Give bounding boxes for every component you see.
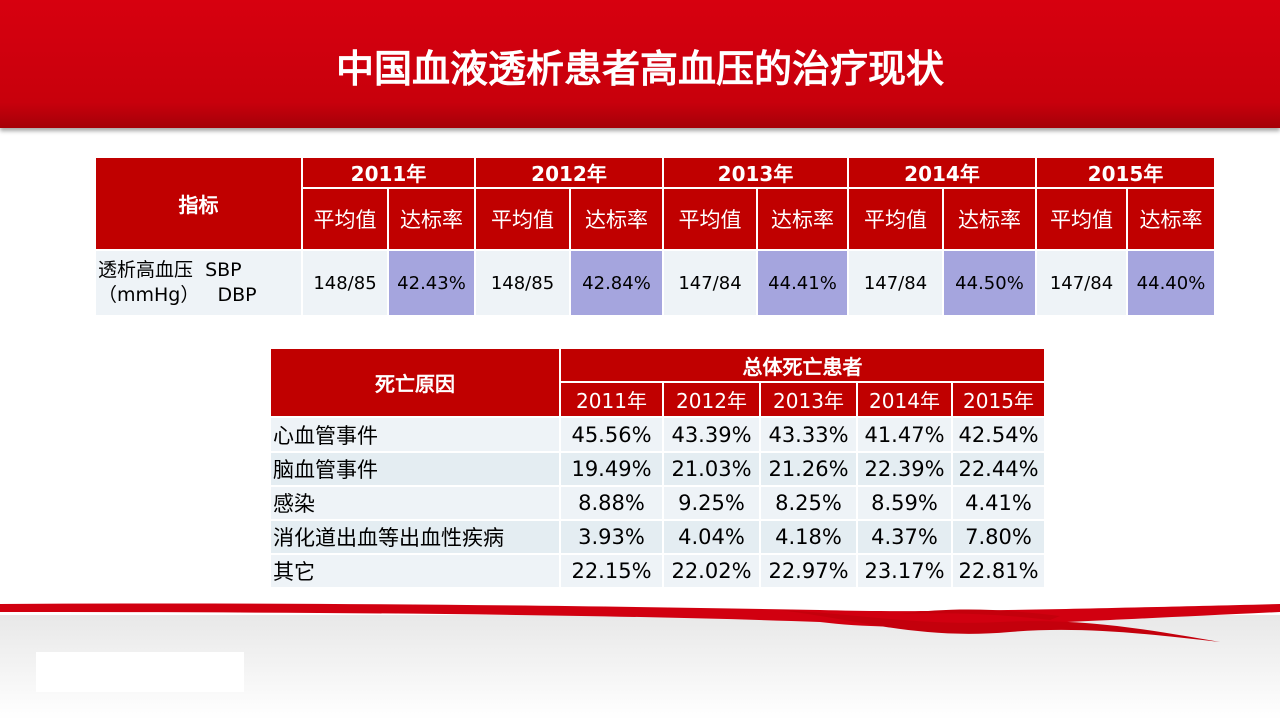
value-cell: 23.17% xyxy=(857,554,952,588)
value-cell: 7.80% xyxy=(952,520,1045,554)
mean-cell: 147/84 xyxy=(1036,250,1127,316)
year-header: 2011年 xyxy=(560,382,663,417)
value-cell: 3.93% xyxy=(560,520,663,554)
value-cell: 43.39% xyxy=(663,417,760,452)
value-cell: 21.03% xyxy=(663,452,760,486)
rate-cell: 44.41% xyxy=(757,250,848,316)
group-header: 总体死亡患者 xyxy=(560,348,1045,382)
row-label-line: 透析高血压 SBP xyxy=(98,259,242,282)
value-cell: 42.54% xyxy=(952,417,1045,452)
value-cell: 4.04% xyxy=(663,520,760,554)
value-cell: 22.15% xyxy=(560,554,663,588)
sub-header: 达标率 xyxy=(388,188,475,250)
value-cell: 22.44% xyxy=(952,452,1045,486)
value-cell: 22.97% xyxy=(760,554,857,588)
year-header: 2012年 xyxy=(663,382,760,417)
value-cell: 4.37% xyxy=(857,520,952,554)
value-cell: 43.33% xyxy=(760,417,857,452)
sub-header: 平均值 xyxy=(475,188,570,250)
rate-cell: 44.40% xyxy=(1127,250,1215,316)
row-label: 其它 xyxy=(270,554,560,588)
year-header: 2013年 xyxy=(760,382,857,417)
row-label: 消化道出血等出血性疾病 xyxy=(270,520,560,554)
value-cell: 9.25% xyxy=(663,486,760,520)
value-cell: 19.49% xyxy=(560,452,663,486)
year-header: 2011年 xyxy=(302,157,475,188)
row-label-line: （mmHg） DBP xyxy=(98,284,257,306)
row-label: 感染 xyxy=(270,486,560,520)
row-label: 透析高血压 SBP （mmHg） DBP xyxy=(95,250,302,316)
value-cell: 4.18% xyxy=(760,520,857,554)
row-label: 脑血管事件 xyxy=(270,452,560,486)
header-band xyxy=(0,0,1280,128)
year-header: 2014年 xyxy=(848,157,1036,188)
slide-title: 中国血液透析患者高血压的治疗现状 xyxy=(335,47,944,91)
year-header: 2015年 xyxy=(952,382,1045,417)
rate-cell: 42.84% xyxy=(570,250,663,316)
row-label: 心血管事件 xyxy=(270,417,560,452)
sub-header: 达标率 xyxy=(757,188,848,250)
value-cell: 22.81% xyxy=(952,554,1045,588)
corner-header: 死亡原因 xyxy=(270,348,560,417)
sub-header: 平均值 xyxy=(663,188,757,250)
sub-header: 达标率 xyxy=(570,188,663,250)
year-header: 2012年 xyxy=(475,157,663,188)
mean-cell: 148/85 xyxy=(302,250,388,316)
rate-cell: 44.50% xyxy=(943,250,1036,316)
value-cell: 4.41% xyxy=(952,486,1045,520)
sub-header: 平均值 xyxy=(1036,188,1127,250)
year-header: 2013年 xyxy=(663,157,848,188)
mean-cell: 147/84 xyxy=(848,250,943,316)
mean-cell: 147/84 xyxy=(663,250,757,316)
value-cell: 8.25% xyxy=(760,486,857,520)
value-cell: 21.26% xyxy=(760,452,857,486)
value-cell: 45.56% xyxy=(560,417,663,452)
value-cell: 22.02% xyxy=(663,554,760,588)
rate-cell: 42.43% xyxy=(388,250,475,316)
sub-header: 达标率 xyxy=(943,188,1036,250)
value-cell: 8.59% xyxy=(857,486,952,520)
value-cell: 8.88% xyxy=(560,486,663,520)
sub-header: 平均值 xyxy=(302,188,388,250)
mean-cell: 148/85 xyxy=(475,250,570,316)
value-cell: 41.47% xyxy=(857,417,952,452)
year-header: 2015年 xyxy=(1036,157,1215,188)
year-header: 2014年 xyxy=(857,382,952,417)
sub-header: 达标率 xyxy=(1127,188,1215,250)
corner-header: 指标 xyxy=(95,157,302,250)
sub-header: 平均值 xyxy=(848,188,943,250)
value-cell: 22.39% xyxy=(857,452,952,486)
